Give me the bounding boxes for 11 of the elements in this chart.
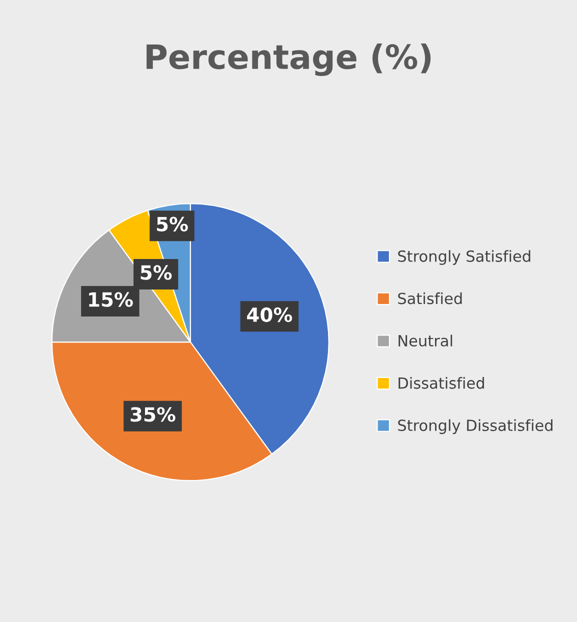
legend-label: Strongly Dissatisfied xyxy=(398,419,552,434)
data-label: 40% xyxy=(247,307,292,322)
legend-label: Neutral xyxy=(398,334,452,347)
legend-label: Satisfied xyxy=(398,292,462,304)
data-label: 5% xyxy=(156,216,188,232)
chart-title: Percentage (%) xyxy=(146,44,431,76)
data-label: 15% xyxy=(89,292,133,307)
legend-label: Strongly Satisfied xyxy=(398,250,530,265)
data-label: 35% xyxy=(130,407,176,422)
legend-label: Dissatisfied xyxy=(398,376,484,389)
data-label: 5% xyxy=(140,265,172,280)
